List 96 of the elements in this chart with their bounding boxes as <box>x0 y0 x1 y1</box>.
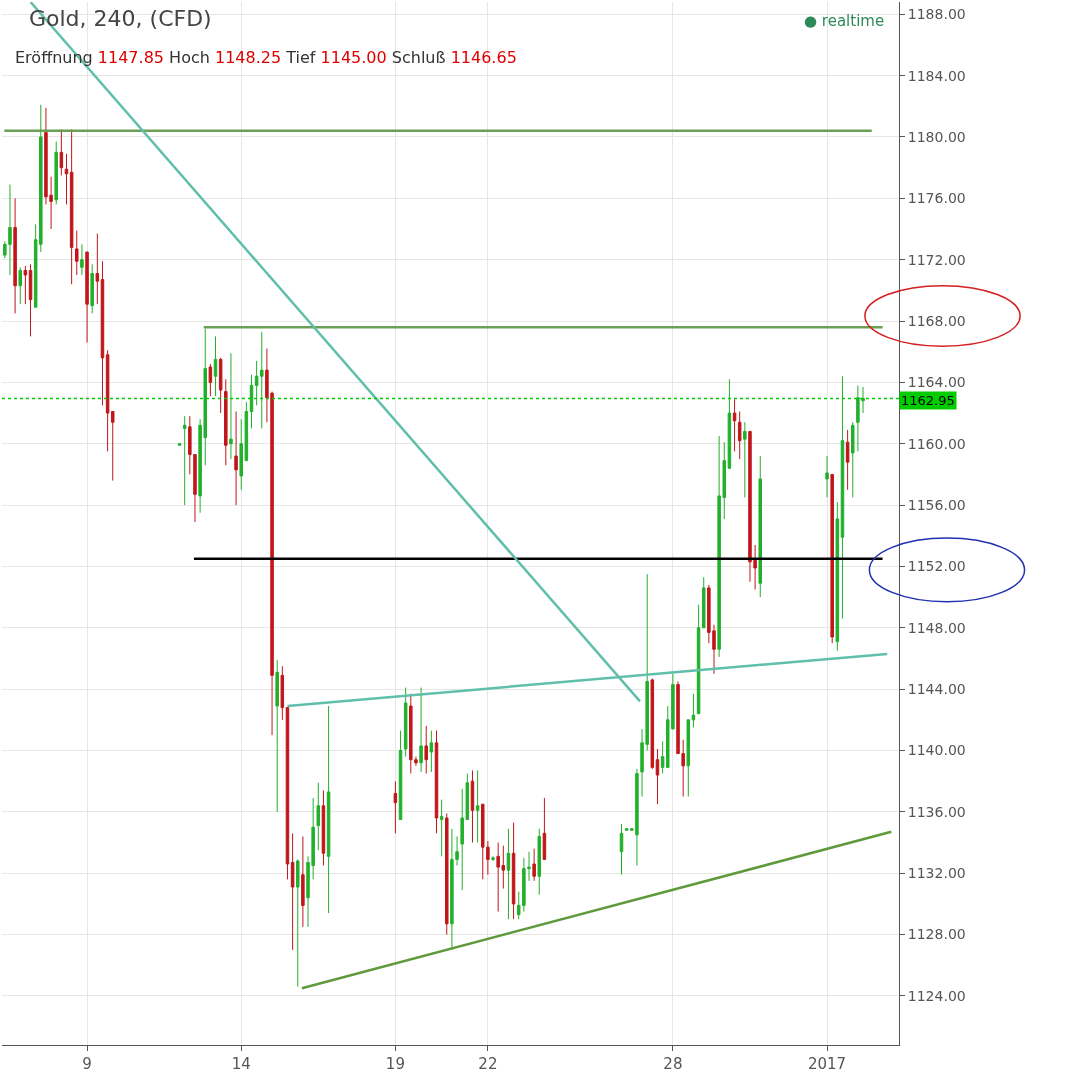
candlestick <box>95 233 100 305</box>
y-tick-label: 1156.00 <box>907 496 966 513</box>
candlestick <box>275 659 279 813</box>
y-tick-label: 1152.00 <box>907 558 966 575</box>
candlestick <box>758 455 763 598</box>
y-tick-label: 1164.00 <box>907 374 966 391</box>
candlestick <box>326 705 331 914</box>
candlestick <box>90 263 94 314</box>
candlestick <box>840 375 845 620</box>
candlestick <box>218 357 223 414</box>
x-tick-label: 19 <box>385 1055 405 1073</box>
candlestick <box>80 243 84 276</box>
candlestick <box>491 855 495 862</box>
candlestick <box>655 748 660 805</box>
candlestick <box>424 725 428 775</box>
y-tick-label: 1132.00 <box>907 865 966 882</box>
candlestick <box>532 848 536 882</box>
candlestick <box>69 128 74 285</box>
candlestick <box>59 128 64 176</box>
candlestick <box>470 769 475 844</box>
x-tick-label: 28 <box>663 1055 683 1073</box>
candlestick <box>295 858 300 988</box>
candlestick <box>686 719 691 798</box>
y-tick-label: 1144.00 <box>907 681 966 698</box>
annotation: Hoch <box>169 48 210 67</box>
candlestick <box>208 363 213 397</box>
candlestick <box>100 260 105 406</box>
candlestick <box>393 780 398 834</box>
candlestick <box>830 473 834 644</box>
candlestick <box>619 823 624 876</box>
y-tick-label: 1124.00 <box>907 987 966 1004</box>
candlestick <box>737 411 742 460</box>
annotation: 1148.25 <box>214 48 282 67</box>
candlestick <box>64 153 69 205</box>
candlestick <box>28 263 33 337</box>
candlestick <box>213 335 218 397</box>
y-tick-label: 1148.00 <box>907 619 966 636</box>
candlestick <box>224 378 228 466</box>
candlestick <box>511 822 516 920</box>
candlestick <box>429 730 434 773</box>
annotation: 1147.85 <box>97 48 164 67</box>
annotation: 1146.65 <box>450 48 517 67</box>
ref-line-label: 1162.95 <box>901 393 955 408</box>
candlestick <box>321 789 326 867</box>
candlestick <box>445 812 449 936</box>
candlestick <box>850 421 855 498</box>
candlestick <box>691 693 696 728</box>
candlestick <box>182 415 187 506</box>
candlestick <box>18 266 22 305</box>
candlestick <box>403 687 408 758</box>
candlestick <box>701 576 706 629</box>
candlestick <box>290 832 295 951</box>
candlestick <box>177 443 182 446</box>
x-tick-label: 14 <box>231 1055 251 1073</box>
candlestick <box>301 835 305 928</box>
candlestick <box>835 501 840 652</box>
annotation: ● realtime <box>804 12 885 30</box>
candlestick <box>825 455 829 498</box>
candlestick <box>475 769 480 844</box>
y-tick-label: 1188.00 <box>907 6 966 23</box>
candlestick <box>316 782 321 851</box>
y-tick-label: 1160.00 <box>907 435 966 452</box>
annotation: Tief <box>285 48 316 67</box>
candlestick <box>54 141 58 205</box>
y-tick-label: 1176.00 <box>907 190 966 207</box>
candlestick <box>13 197 17 314</box>
y-tick-label: 1168.00 <box>907 312 966 329</box>
candlestick <box>234 411 238 506</box>
candlestick <box>419 687 423 773</box>
candlestick <box>845 429 850 491</box>
x-tick-label: 22 <box>478 1055 498 1073</box>
x-tick-label: 2017 <box>807 1055 847 1073</box>
candlestick <box>439 799 444 857</box>
x-tick-label: 9 <box>82 1055 92 1073</box>
candlestick <box>434 730 439 834</box>
y-tick-label: 1172.00 <box>907 251 966 268</box>
candlestick <box>732 398 737 452</box>
candlestick <box>650 677 655 770</box>
y-tick-label: 1140.00 <box>907 742 966 759</box>
candlestick <box>229 352 233 460</box>
y-tick-label: 1128.00 <box>907 926 966 943</box>
annotation: 1145.00 <box>320 48 387 67</box>
candlestick <box>506 828 511 920</box>
candlestick <box>542 797 547 860</box>
candlestick <box>75 230 79 276</box>
y-tick-label: 1184.00 <box>907 67 966 84</box>
annotation: Schluß <box>391 48 446 67</box>
y-tick-label: 1180.00 <box>907 128 966 145</box>
candlestick <box>727 378 732 469</box>
candlestick <box>537 828 542 896</box>
candlestick <box>85 251 89 344</box>
candlestick <box>280 665 285 721</box>
candlestick <box>743 421 747 498</box>
candlestick <box>23 265 28 305</box>
y-tick-label: 1136.00 <box>907 803 966 820</box>
candlestick <box>249 374 254 429</box>
